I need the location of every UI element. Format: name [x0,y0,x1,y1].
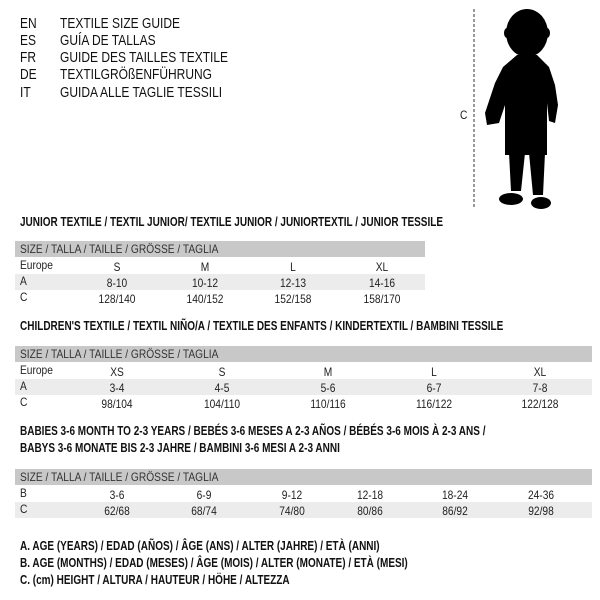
table-cell: 12-13 [279,276,307,290]
child-silhouette-icon [473,9,558,209]
table-cell: 6-7 [426,381,442,395]
legend-c: C. (cm) HEIGHT / ALTURA / HAUTEUR / HÖHE… [20,573,290,587]
table-cell: 9-12 [281,488,303,502]
table-cell: 6-9 [196,488,212,502]
table-cell: 10-12 [191,276,219,290]
row-label: C [20,395,28,409]
language-code: DE [20,66,37,83]
table-cell: 98/104 [101,397,133,411]
table-cell: 14-16 [368,276,396,290]
babies-title-line1: BABIES 3-6 MONTH TO 2-3 YEARS / BEBÉS 3-… [20,424,486,438]
height-label: C [460,108,468,122]
table-cell: 18-24 [441,488,469,502]
table-cell: 152/158 [274,292,312,306]
size-header-band: SIZE / TALLA / TAILLE / GRÖSSE / TAGLIA [15,346,592,362]
language-title: GUIDE DES TAILLES TEXTILE [60,49,229,66]
table-cell: 122/128 [521,397,559,411]
row-label: A [20,379,27,393]
table-cell: 62/68 [104,504,130,518]
language-code: FR [20,49,36,66]
table-cell: 5-6 [320,381,336,395]
row-label: B [20,486,27,500]
row-label: Europe [20,363,53,377]
size-header: SIZE / TALLA / TAILLE / GRÖSSE / TAGLIA [20,347,219,361]
table-cell: 4-5 [214,381,230,395]
table-cell: 116/122 [415,397,453,411]
language-code: ES [20,32,37,49]
table-cell: 80/86 [357,504,383,518]
junior-title: JUNIOR TEXTILE / TEXTIL JUNIOR/ TEXTILE … [20,215,444,229]
table-cell: 3-6 [109,488,125,502]
table-cell: 140/152 [186,292,224,306]
legend-b: B. AGE (MONTHS) / EDAD (MESES) / ÂGE (MO… [20,556,408,570]
table-cell: M [200,260,210,274]
table-cell: 7-8 [532,381,548,395]
language-title: TEXTILGRÖßENFÜHRUNG [60,66,213,83]
table-cell: 128/140 [98,292,136,306]
table-cell: 74/80 [279,504,305,518]
table-cell: 24-36 [527,488,555,502]
table-cell: S [113,260,121,274]
table-cell: 68/74 [191,504,217,518]
size-header: SIZE / TALLA / TAILLE / GRÖSSE / TAGLIA [20,242,219,256]
table-cell: XS [110,365,124,379]
size-header-band: SIZE / TALLA / TAILLE / GRÖSSE / TAGLIA [15,241,425,257]
row-label: A [20,274,27,288]
table-cell: 158/170 [363,292,401,306]
table-cell: 104/110 [203,397,241,411]
row-label: C [20,502,28,516]
table-cell: M [323,365,333,379]
table-cell: 3-4 [109,381,125,395]
table-cell: 92/98 [528,504,554,518]
row-label: C [20,290,28,304]
row-label: Europe [20,258,53,272]
language-code: IT [20,84,31,101]
legend-a: A. AGE (YEARS) / EDAD (AÑOS) / ÂGE (ANS)… [20,539,380,553]
row-stripe [15,274,425,290]
size-header-band: SIZE / TALLA / TAILLE / GRÖSSE / TAGLIA [15,469,592,485]
children-title: CHILDREN'S TEXTILE / TEXTIL NIÑO/A / TEX… [20,319,504,333]
babies-title-line2: BABYS 3-6 MONATE BIS 2-3 JAHRE / BAMBINI… [20,441,340,455]
table-cell: 8-10 [106,276,128,290]
table-cell: 110/116 [310,397,346,411]
table-cell: 86/92 [442,504,468,518]
table-cell: S [218,365,226,379]
size-header: SIZE / TALLA / TAILLE / GRÖSSE / TAGLIA [20,470,219,484]
table-cell: L [290,260,296,274]
language-title: TEXTILE SIZE GUIDE [60,15,181,32]
row-stripe [15,502,592,518]
table-cell: XL [533,365,547,379]
language-code: EN [20,15,37,32]
language-title: GUÍA DE TALLAS [60,32,156,49]
row-stripe [15,379,592,395]
table-cell: 12-18 [356,488,384,502]
table-cell: XL [375,260,389,274]
table-cell: L [431,365,437,379]
language-title: GUIDA ALLE TAGLIE TESSILI [60,84,223,101]
